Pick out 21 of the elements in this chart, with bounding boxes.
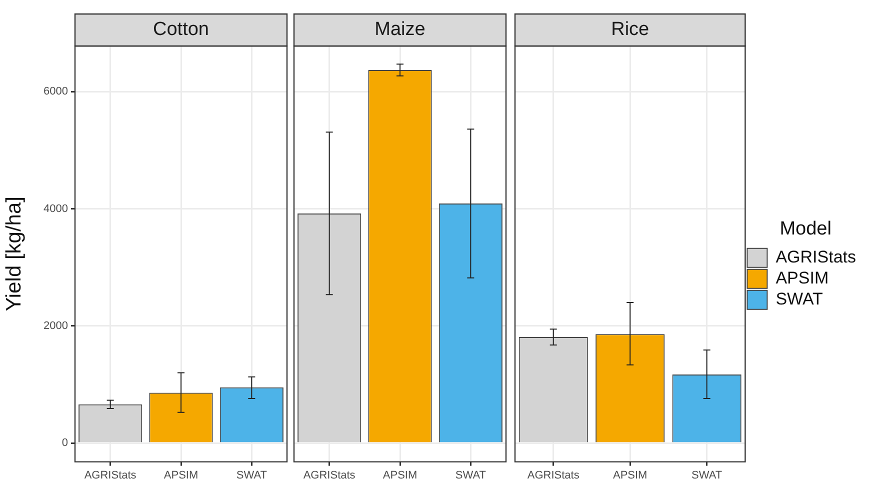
y-tick-label: 6000 xyxy=(44,86,68,98)
x-tick-label: SWAT xyxy=(692,469,722,482)
x-tick-label: AGRIStats xyxy=(84,469,137,482)
x-tick-label: APSIM xyxy=(382,469,418,482)
legend-title: Model xyxy=(780,218,832,240)
y-tick-label: 4000 xyxy=(44,202,68,215)
x-tick-label: APSIM xyxy=(612,469,648,482)
legend-label: AGRIStats xyxy=(776,248,856,267)
y-axis-title: Yield [kg/ha] xyxy=(2,196,26,312)
x-tick-label: SWAT xyxy=(455,469,486,482)
y-tick-label: 0 xyxy=(62,437,68,450)
x-tick-label: AGRIStats xyxy=(527,469,580,482)
y-tick-label: 2000 xyxy=(44,320,68,332)
chart-title: Rice xyxy=(611,19,650,40)
x-tick-label: SWAT xyxy=(236,469,268,482)
legend-label: SWAT xyxy=(776,290,823,309)
x-tick-label: APSIM xyxy=(164,469,198,482)
chart-title: Cotton xyxy=(153,19,209,40)
legend-label: APSIM xyxy=(776,268,829,288)
chart-title: Maize xyxy=(374,19,426,40)
x-tick-label: AGRIStats xyxy=(303,469,356,482)
